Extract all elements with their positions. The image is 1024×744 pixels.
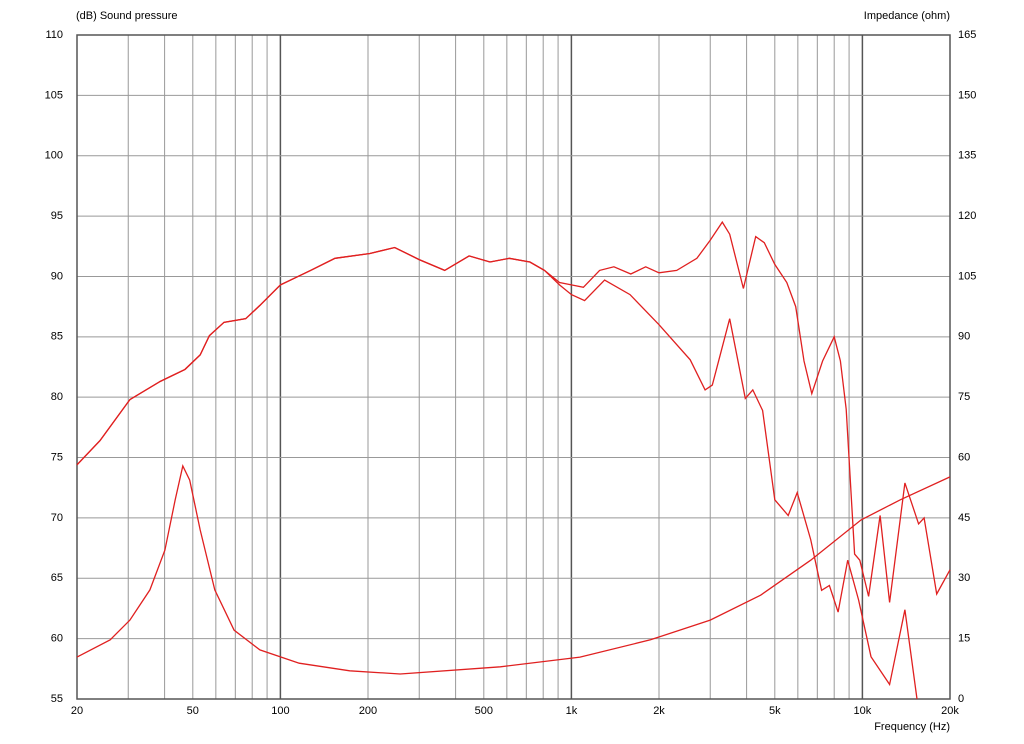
y2-tick-label: 15 [958,633,970,645]
curve [76,464,951,675]
x-tick-label: 2k [653,705,665,717]
y-tick-label: 55 [51,693,63,705]
y2-tick-label: 120 [958,210,976,222]
x-tick-label: 200 [359,705,377,717]
y-tick-label: 80 [51,391,63,403]
y2-tick-label: 105 [958,270,976,282]
x-tick-label: 50 [187,705,199,717]
y-tick-label: 70 [51,512,63,524]
y-tick-label: 105 [45,89,63,101]
y-tick-label: 95 [51,210,63,222]
x-tick-label: 20k [941,705,959,717]
y2-tick-label: 30 [958,572,970,584]
y2-tick-label: 90 [958,331,970,343]
x-tick-label: 500 [475,705,493,717]
x-tick-label: 20 [71,705,83,717]
y2-tick-label: 150 [958,89,976,101]
y-tick-label: 100 [45,150,63,162]
y-tick-label: 90 [51,270,63,282]
curve [76,246,918,700]
y2-axis-label: Impedance (ohm) [864,10,950,22]
y2-tick-label: 45 [958,512,970,524]
x-tick-label: 1k [566,705,578,717]
x-tick-label: 10k [854,705,872,717]
x-axis-label: Frequency (Hz) [874,721,950,733]
x-tick-label: 5k [769,705,781,717]
y-tick-label: 85 [51,331,63,343]
curve [76,220,951,603]
y2-tick-label: 165 [958,29,976,41]
y2-tick-label: 135 [958,150,976,162]
y-tick-label: 110 [45,29,63,41]
y2-tick-label: 60 [958,451,970,463]
y2-tick-label: 0 [958,693,964,705]
y-tick-label: 60 [51,633,63,645]
y-axis-label: (dB) Sound pressure [76,10,178,22]
x-tick-label: 100 [271,705,289,717]
y-tick-label: 65 [51,572,63,584]
y-tick-label: 75 [51,451,63,463]
plot-frame [76,34,951,700]
y2-tick-label: 75 [958,391,970,403]
